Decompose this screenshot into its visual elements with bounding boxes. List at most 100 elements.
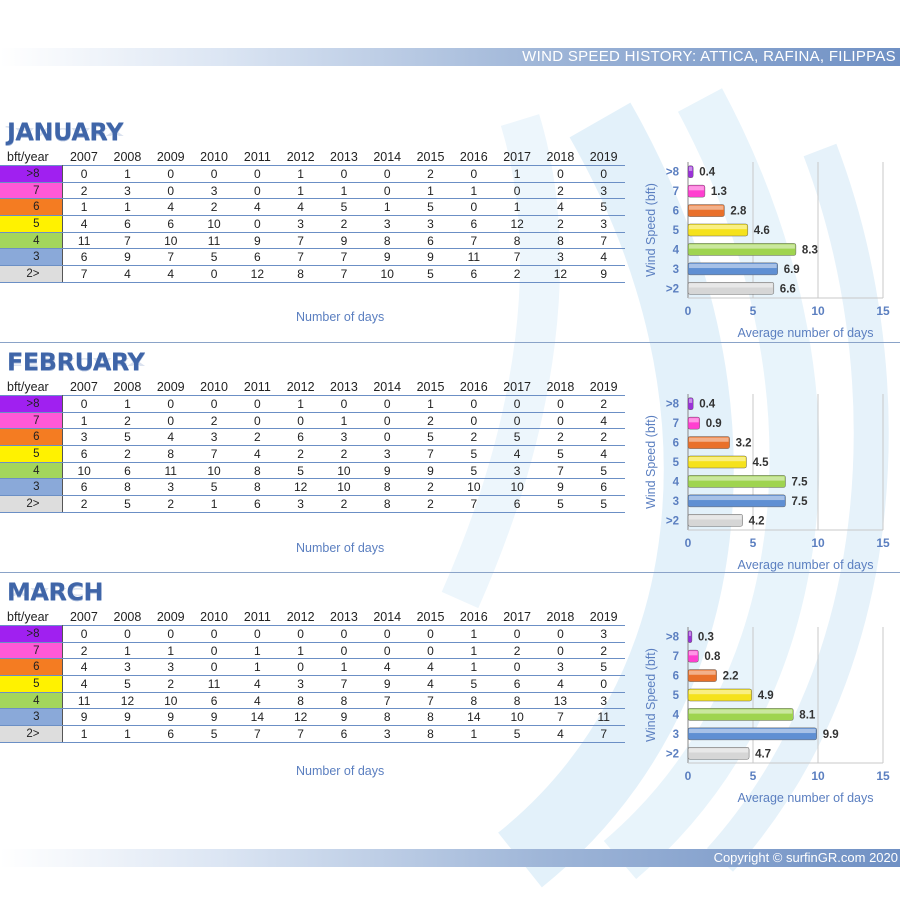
x-tick-label: 0	[685, 304, 692, 318]
year-header: 2010	[200, 150, 228, 164]
table-cell: 3	[149, 658, 193, 677]
bft-label: 2>	[0, 495, 63, 513]
bar-highlight	[689, 651, 698, 656]
bar-highlight	[689, 476, 785, 481]
table-cell: 0	[538, 642, 583, 660]
table-cell: 3	[582, 182, 626, 200]
bar	[687, 708, 794, 721]
year-header: 2013	[330, 380, 358, 394]
table-cell: 6	[408, 232, 453, 250]
data-label: 9.9	[823, 729, 839, 741]
table-cell: 10	[322, 462, 366, 480]
table-cell: 7	[62, 265, 106, 283]
table-cell: 0	[149, 165, 193, 183]
header-banner: WIND SPEED HISTORY: ATTICA, RAFINA, FILI…	[0, 48, 900, 66]
year-header: 2013	[330, 610, 358, 624]
table-row: >8 0 1 0 0 0 1 0 0 2 0 1 0 0	[0, 165, 626, 183]
table-cell: 11	[192, 232, 236, 250]
table-cell: 5	[582, 462, 626, 480]
bft-label: 3	[0, 248, 63, 267]
table-cell: 5	[408, 428, 453, 447]
table-cell: 8	[365, 708, 409, 727]
table-cell: 8	[452, 692, 496, 710]
table-cell: 1	[62, 198, 106, 217]
table-row: >8 0 0 0 0 0 0 0 0 0 1 0 0 3	[0, 625, 626, 643]
table-row: 4 11 7 10 11 9 7 9 8 6 7 8 8 7	[0, 232, 626, 250]
table-cell: 0	[408, 625, 453, 643]
table-cell: 7	[278, 232, 323, 250]
table-cell: 7	[452, 232, 496, 250]
data-label: 6.6	[780, 283, 796, 295]
table-cell: 4	[105, 265, 150, 283]
table-cell: 0	[62, 395, 106, 413]
section-divider	[0, 342, 900, 343]
x-tick-label: 10	[811, 536, 825, 550]
category-label: >8	[666, 167, 680, 179]
bar-highlight	[689, 186, 704, 191]
table-cell: 9	[105, 708, 150, 727]
bar-highlight	[689, 709, 793, 714]
table-cell: 8	[105, 478, 150, 497]
table-cell: 3	[408, 215, 453, 233]
table-cell: 12	[105, 692, 150, 710]
year-header: 2007	[69, 150, 98, 164]
year-header: 2016	[459, 380, 488, 394]
year-header: 2014	[373, 150, 402, 164]
category-label: >2	[666, 283, 679, 295]
year-header: 2008	[113, 380, 142, 394]
table-row: 2> 2 5 2 1 6 3 2 8 2 7 6 5 5	[0, 495, 626, 513]
bft-label: 7	[0, 412, 63, 430]
year-header: 2009	[156, 380, 185, 394]
table-cell: 5	[538, 445, 583, 463]
year-header: 2018	[546, 380, 575, 394]
table-cell: 9	[322, 232, 366, 250]
table-cell: 0	[235, 182, 279, 200]
table-cell: 1	[495, 198, 539, 217]
bar-chart: 0 5 10 15 0.4 >8 1.3 7 2.8 6 4.6 5 8.3 4 6.9 3 6.6 >2 Wind…	[644, 162, 890, 340]
table-cell: 0	[235, 165, 279, 183]
bar-highlight	[689, 631, 691, 636]
table-cell: 5	[192, 248, 236, 267]
table-cell: 10	[365, 265, 409, 283]
table-cell: 9	[235, 232, 279, 250]
table-cell: 10	[192, 462, 236, 480]
data-label: 6.9	[784, 264, 800, 276]
bar-chart: 0 5 10 15 0.4 >8 0.9 7 3.2 6 4.5 5 7.5 4 7.5 3 4.2 >2 Wind…	[644, 394, 890, 572]
table-cell: 0	[149, 182, 193, 200]
table-cell: 0	[452, 165, 496, 183]
data-label: 0.3	[698, 632, 714, 644]
table-cell: 5	[192, 478, 236, 497]
table-row: >8 0 1 0 0 0 1 0 0 1 0 0 0 2	[0, 395, 626, 413]
bar-highlight	[689, 495, 785, 501]
table-cell: 8	[365, 495, 409, 513]
category-label: >2	[666, 748, 679, 760]
year-header: 2014	[373, 380, 402, 394]
table-cell: 7	[278, 248, 323, 267]
data-label: 4.5	[753, 457, 770, 469]
month-title-reflection: MARCH	[7, 585, 104, 598]
table-cell: 0	[235, 412, 279, 430]
table-cell: 1	[452, 642, 496, 660]
wind-table: bft/year 2007 2008 2009 2010 2011 2012 2013 2014…	[0, 609, 626, 743]
table-cell: 9	[365, 462, 409, 480]
table-cell: 9	[538, 478, 583, 497]
table-row: 3 6 8 3 5 8 12 10 8 2 10 10 9 6	[0, 478, 626, 497]
table-cell: 1	[322, 412, 366, 430]
data-label: 4.9	[758, 690, 774, 702]
table-cell: 2	[149, 495, 193, 513]
bar	[687, 455, 747, 469]
table-cell: 3	[538, 248, 583, 267]
table-row: 4 10 6 11 10 8 5 10 9 9 5 3 7 5	[0, 462, 626, 480]
table-cell: 4	[62, 215, 106, 233]
x-tick-label: 0	[685, 769, 692, 783]
table-cell: 1	[149, 642, 193, 660]
table-cell: 6	[105, 215, 150, 233]
table-cell: 6	[149, 215, 193, 233]
table-cell: 0	[495, 412, 539, 430]
table-cell: 0	[538, 165, 583, 183]
y-axis-label: Wind Speed (bft)	[644, 648, 658, 742]
data-label: 2.2	[723, 671, 739, 683]
table-cell: 8	[235, 462, 279, 480]
